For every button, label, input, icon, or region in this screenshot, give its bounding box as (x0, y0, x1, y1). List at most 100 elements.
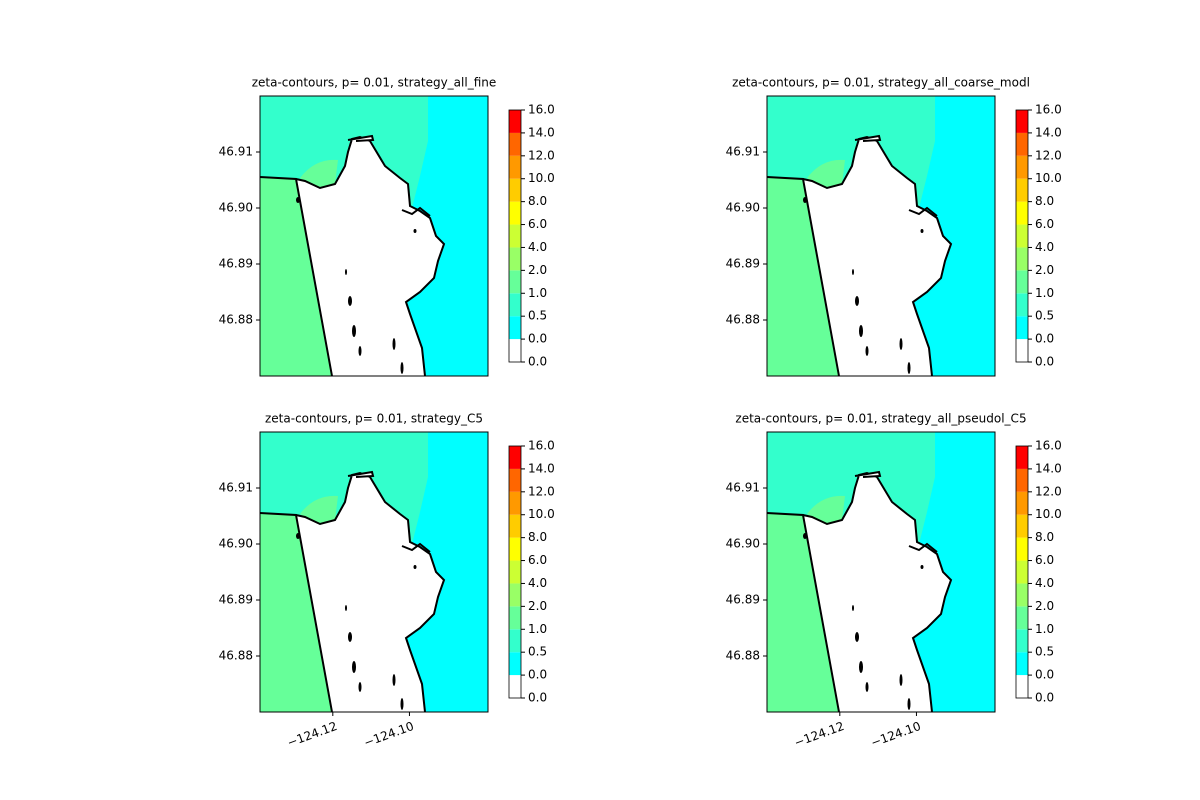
colorbar-frame (508, 109, 522, 363)
colorbar-tick-label: 2.0 (528, 599, 547, 613)
colorbar-band (1016, 583, 1028, 607)
y-tick-label: 46.88 (219, 313, 253, 327)
colorbar-frame (1015, 109, 1029, 363)
colorbar-tick-label: 2.0 (1035, 599, 1054, 613)
colorbar-tick-label: 12.0 (1035, 484, 1062, 498)
colorbar-frame (508, 445, 522, 699)
axes-frame (766, 95, 996, 377)
colorbar-band (509, 293, 521, 317)
colorbar-band (1016, 537, 1028, 561)
contour-map (766, 95, 996, 377)
colorbar-tick-label: 12.0 (528, 484, 555, 498)
colorbar-band (509, 339, 521, 362)
colorbar-tick-label: 14.0 (528, 461, 555, 475)
y-tick-label: 46.89 (726, 593, 760, 607)
y-tick-label: 46.88 (219, 649, 253, 663)
colorbar-tick-label: 12.0 (528, 148, 555, 162)
y-tick-label: 46.90 (219, 201, 253, 215)
y-tick-label: 46.88 (726, 313, 760, 327)
contour-map (259, 95, 489, 377)
colorbar-band (509, 178, 521, 202)
x-tick-label: −124.10 (362, 719, 416, 750)
colorbar-band (509, 224, 521, 248)
colorbar-band (1016, 468, 1028, 492)
panel-title: zeta-contours, p= 0.01, strategy_C5 (265, 412, 483, 426)
colorbar-band (1016, 132, 1028, 156)
colorbar-band (509, 514, 521, 538)
colorbar-tick-label: 1.0 (528, 286, 547, 300)
y-tick-label: 46.89 (219, 593, 253, 607)
panel-title: zeta-contours, p= 0.01, strategy_all_fin… (252, 76, 497, 90)
x-tick-label: −124.12 (792, 719, 846, 750)
colorbar-tick-label: 0.0 (1035, 668, 1054, 682)
colorbar-band (1016, 339, 1028, 362)
colorbar-tick-label: 0.5 (528, 645, 547, 659)
colorbar-tick-label: 16.0 (1035, 439, 1062, 453)
y-tick-label: 46.90 (726, 201, 760, 215)
colorbar-band (509, 316, 521, 340)
colorbar-tick-label: 1.0 (1035, 622, 1054, 636)
colorbar-tick-label: 4.0 (1035, 576, 1054, 590)
colorbar-band (509, 110, 521, 133)
y-tick-label: 46.90 (219, 537, 253, 551)
colorbar-band (1016, 293, 1028, 317)
colorbar-tick-label: 8.0 (528, 530, 547, 544)
colorbar-band (509, 132, 521, 156)
colorbar-band (1016, 270, 1028, 294)
colorbar-tick-label: 10.0 (528, 171, 555, 185)
panel-title: zeta-contours, p= 0.01, strategy_all_pse… (735, 412, 1026, 426)
colorbar-tick-label: 8.0 (528, 194, 547, 208)
colorbar-tick-label: 6.0 (528, 217, 547, 231)
colorbar-band (1016, 224, 1028, 248)
colorbar-band (1016, 675, 1028, 698)
colorbar-tick-label: 0.0 (1035, 691, 1054, 705)
colorbar-band (1016, 316, 1028, 340)
y-tick-label: 46.89 (219, 257, 253, 271)
panel-title: zeta-contours, p= 0.01, strategy_all_coa… (732, 76, 1030, 90)
y-tick-label: 46.88 (726, 649, 760, 663)
colorbar-tick-label: 4.0 (1035, 240, 1054, 254)
y-tick-label: 46.91 (726, 481, 760, 495)
colorbar-tick-label: 8.0 (1035, 194, 1054, 208)
colorbar-tick-label: 14.0 (528, 125, 555, 139)
colorbar-band (1016, 629, 1028, 653)
colorbar-band (1016, 491, 1028, 515)
colorbar-band (509, 537, 521, 561)
colorbar-tick-label: 2.0 (1035, 263, 1054, 277)
colorbar-band (1016, 606, 1028, 630)
colorbar-tick-label: 10.0 (528, 507, 555, 521)
colorbar-tick-label: 0.0 (528, 691, 547, 705)
colorbar-tick-label: 6.0 (1035, 217, 1054, 231)
axes-frame (259, 431, 489, 713)
colorbar-tick-label: 6.0 (528, 553, 547, 567)
colorbar-band (1016, 201, 1028, 225)
colorbar-band (509, 155, 521, 179)
contour-map (766, 431, 996, 713)
colorbar-band (1016, 110, 1028, 133)
colorbar-tick-label: 1.0 (528, 622, 547, 636)
y-tick-label: 46.91 (726, 145, 760, 159)
colorbar-tick-label: 8.0 (1035, 530, 1054, 544)
colorbar-band (509, 247, 521, 271)
colorbar-band (509, 652, 521, 676)
y-tick-label: 46.91 (219, 145, 253, 159)
colorbar-band (509, 491, 521, 515)
colorbar-tick-label: 4.0 (528, 240, 547, 254)
x-tick-label: −124.12 (285, 719, 339, 750)
colorbar-tick-label: 16.0 (1035, 103, 1062, 117)
axes-frame (766, 431, 996, 713)
colorbar-tick-label: 0.5 (1035, 645, 1054, 659)
colorbar-tick-label: 2.0 (528, 263, 547, 277)
colorbar-tick-label: 4.0 (528, 576, 547, 590)
colorbar-band (509, 675, 521, 698)
colorbar-band (1016, 446, 1028, 469)
colorbar-tick-label: 0.0 (528, 668, 547, 682)
colorbar-band (1016, 560, 1028, 584)
colorbar-tick-label: 0.5 (1035, 309, 1054, 323)
colorbar-tick-label: 0.5 (528, 309, 547, 323)
colorbar-band (509, 468, 521, 492)
colorbar-tick-label: 0.0 (1035, 332, 1054, 346)
colorbar-band (1016, 247, 1028, 271)
colorbar-tick-label: 12.0 (1035, 148, 1062, 162)
